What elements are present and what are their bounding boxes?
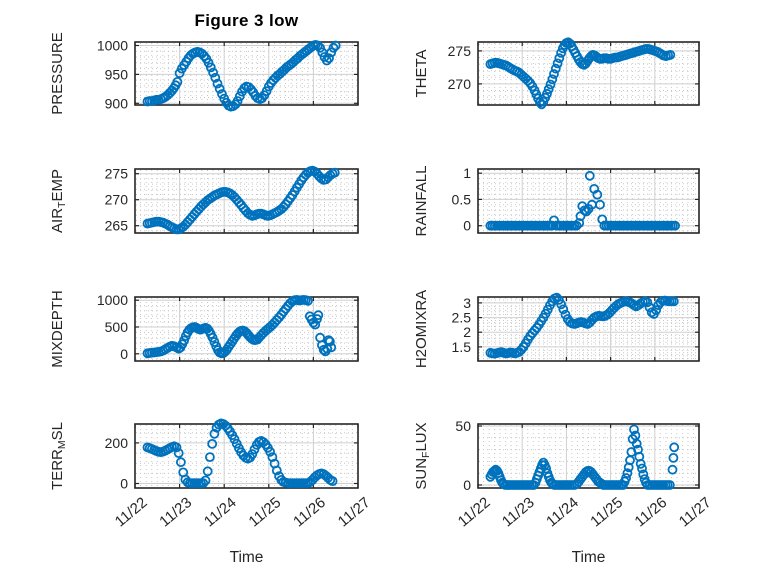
y-axis-label: TERRMSL: [49, 422, 68, 490]
plot-box: [134, 41, 359, 106]
y-tick-label: 950: [105, 66, 129, 82]
y-axis-label: SUNFLUX: [413, 422, 432, 489]
subplot-sun-flux: 0 50 11/22 11/23 11/24 11/25 11/26 11/27 SUNFLUX: [413, 418, 715, 530]
data-series: [485, 292, 679, 359]
subplot-air-temp: 265 270 275 AIRTEMP: [49, 165, 359, 235]
y-tick-label: 500: [105, 319, 129, 335]
subplot-terr-msl: 0 200 11/22 11/23 11/24 11/25 11/26 11/27 TERRMS…: [49, 418, 374, 530]
plot-box: [477, 296, 700, 362]
x-tick-label: 11/25: [587, 494, 626, 530]
data-series: [142, 294, 337, 359]
y-axis-label: PRESSURE: [49, 32, 66, 115]
grid-minor: [479, 425, 698, 487]
subplot-mixdepth: 0 500 1000 MIXDEPTH: [49, 290, 359, 368]
y-tick-label: 2.5: [452, 310, 472, 326]
x-tick-label: 11/25: [246, 494, 285, 530]
x-tick-label: 11/22: [455, 494, 494, 530]
data-series: [142, 165, 340, 235]
plot-box: [477, 41, 700, 106]
time-axis-label-left: Time: [229, 549, 264, 566]
x-tick-label: 11/23: [499, 494, 538, 530]
y-axis-label: THETA: [413, 49, 430, 97]
y-tick-label: 2: [463, 324, 471, 340]
y-tick-label: 50: [455, 418, 471, 434]
grid-minor: [479, 170, 698, 232]
y-tick-label: 3: [463, 295, 471, 311]
tick-marks: [134, 297, 359, 361]
plot-box: [134, 423, 359, 489]
y-tick-label: 275: [105, 166, 129, 182]
y-tick-label: 1: [463, 165, 471, 181]
subplot-rainfall: 0 0.5 1 RAINFALL: [413, 165, 700, 237]
y-tick-label: 265: [105, 218, 129, 234]
y-tick-label: 0: [463, 218, 471, 234]
y-tick-label: 0: [120, 476, 128, 492]
y-tick-label: 1000: [97, 38, 128, 54]
y-tick-label: 1.5: [452, 339, 472, 355]
plot-box: [477, 168, 700, 234]
y-tick-label: 0: [120, 346, 128, 362]
data-series: [485, 424, 680, 490]
data-series: [142, 418, 338, 489]
y-axis-label: H2OMIXRA: [413, 290, 430, 368]
y-tick-label: 1000: [97, 292, 128, 308]
tick-marks: [477, 42, 700, 105]
figure-title: Figure 3 low: [194, 11, 299, 30]
tick-marks: [477, 169, 700, 233]
x-tick-label: 11/24: [201, 494, 240, 530]
x-tick-label: 11/27: [676, 494, 715, 530]
tick-marks: [134, 42, 359, 105]
plot-box: [477, 423, 700, 489]
y-tick-label: 200: [105, 435, 129, 451]
subplot-h2omixra: 1.522.53 H2OMIXRA: [413, 290, 700, 368]
x-tick-label: 11/26: [290, 494, 329, 530]
data-series: [142, 40, 341, 112]
y-tick-label: 270: [448, 76, 472, 92]
tick-marks: [477, 297, 700, 361]
y-axis-label: AIRTEMP: [49, 169, 68, 233]
data-series: [485, 37, 676, 110]
time-axis-label-right: Time: [571, 549, 606, 566]
subplot-theta: 270 275 THETA: [413, 37, 700, 110]
data-series: [485, 170, 680, 231]
y-tick-label: 0: [463, 477, 471, 493]
x-tick-label: 11/26: [632, 494, 671, 530]
grid-major: [135, 169, 358, 233]
y-axis-label: MIXDEPTH: [49, 290, 66, 368]
y-axis-label: RAINFALL: [413, 166, 430, 237]
y-tick-label: 900: [105, 95, 129, 111]
plot-box: [134, 296, 359, 362]
x-tick-label: 11/27: [335, 494, 374, 530]
y-tick-label: 270: [105, 192, 129, 208]
x-tick-label: 11/23: [156, 494, 195, 530]
y-tick-label: 275: [448, 43, 472, 59]
plot-box: [134, 168, 359, 234]
x-tick-label: 11/22: [112, 494, 151, 530]
grid-major: [135, 42, 358, 105]
y-tick-label: 0.5: [452, 191, 472, 207]
x-tick-label: 11/24: [543, 494, 582, 530]
subplot-pressure: 900 950 1000 PRESSURE: [49, 32, 359, 115]
